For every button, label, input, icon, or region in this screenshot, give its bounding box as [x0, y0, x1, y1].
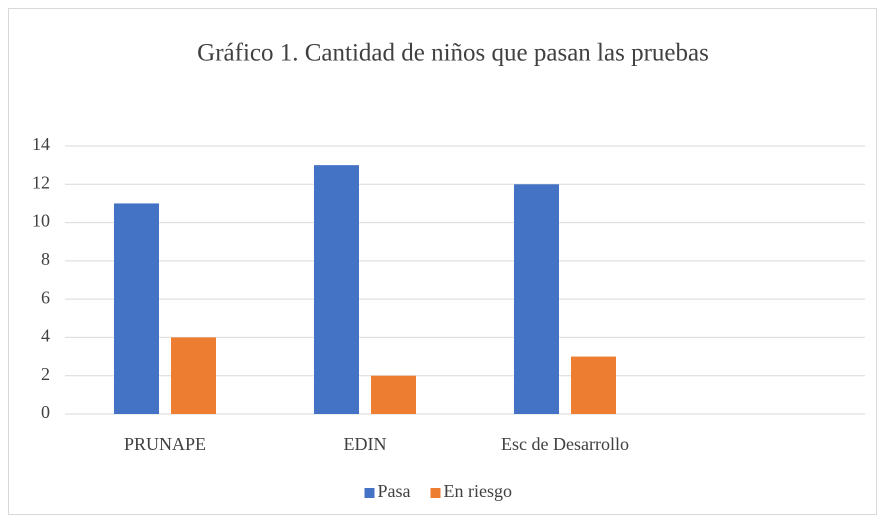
x-tick-label: Esc de Desarrollo: [501, 434, 629, 454]
x-tick-label: EDIN: [344, 434, 387, 454]
bar: [571, 356, 616, 414]
y-tick-label: 8: [41, 249, 50, 269]
bar: [114, 203, 159, 414]
bar: [171, 337, 216, 414]
chart-title: Gráfico 1. Cantidad de niños que pasan l…: [197, 40, 709, 67]
x-tick-label: PRUNAPE: [124, 434, 206, 454]
legend-swatch: [364, 488, 375, 498]
bar: [371, 375, 416, 414]
legend-label: Pasa: [378, 481, 411, 501]
bar: [314, 165, 359, 414]
y-tick-label: 6: [41, 287, 50, 307]
legend-label: En riesgo: [444, 481, 512, 501]
y-tick-label: 14: [32, 134, 50, 154]
y-tick-label: 4: [41, 326, 50, 346]
y-tick-label: 0: [41, 402, 50, 422]
y-tick-label: 12: [32, 172, 50, 192]
y-tick-label: 10: [32, 211, 50, 231]
bar: [514, 184, 559, 414]
legend-swatch: [430, 488, 441, 498]
y-tick-label: 2: [41, 364, 50, 384]
